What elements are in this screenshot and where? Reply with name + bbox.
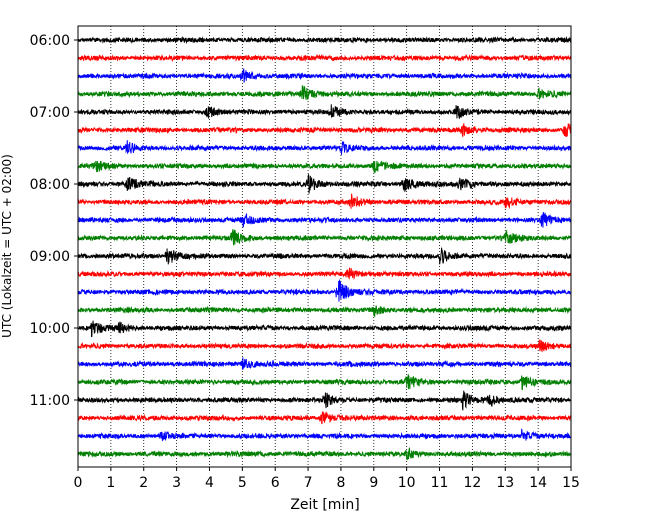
trace-1145 [77,447,572,461]
x-axis-ticks: 0 1 2 3 4 5 6 7 8 9 10 11 12 13 14 15 [74,467,580,491]
trace-0900 [77,247,572,265]
y-tick-label: 11:00 [30,393,70,409]
trace-0715 [77,123,572,138]
x-tick-label: 0 [74,475,83,491]
x-tick-label: 6 [271,475,280,491]
x-tick-label: 3 [172,475,181,491]
trace-1000 [77,320,572,338]
x-tick-label: 13 [496,475,514,491]
trace-0600 [77,35,572,45]
plot-frame [77,25,572,468]
trace-0830 [77,211,572,228]
y-tick-label: 06:00 [30,33,70,49]
x-tick-label: 14 [529,475,547,491]
trace-0915 [77,267,572,280]
trace-0845 [77,229,572,246]
x-axis-label: Zeit [min] [290,497,359,513]
trace-1015 [77,339,572,353]
x-tick-label: 12 [463,475,481,491]
y-tick-label: 09:00 [30,249,70,265]
trace-1130 [77,428,572,442]
trace-1100 [77,390,572,411]
trace-0815 [77,193,572,210]
trace-0645 [77,85,572,100]
trace-1045 [77,374,572,391]
trace-1115 [77,410,572,425]
trace-0800 [77,173,572,194]
trace-0745 [77,160,572,173]
trace-0630 [77,68,572,83]
x-tick-label: 10 [398,475,416,491]
x-tick-label: 7 [304,475,313,491]
trace-0615 [77,53,572,63]
y-axis-ticks: 06:00 07:00 08:00 09:00 10:00 11:00 [30,33,78,409]
y-tick-label: 10:00 [30,321,70,337]
trace-0700 [77,104,572,120]
x-tick-label: 4 [205,475,214,491]
trace-0930 [77,279,572,302]
x-tick-label: 15 [562,475,580,491]
trace-0730 [77,140,572,155]
x-tick-label: 5 [238,475,247,491]
x-tick-label: 2 [139,475,148,491]
x-tick-label: 11 [431,475,449,491]
x-tick-label: 1 [106,475,115,491]
y-axis-label: UTC (Lokalzeit = UTC + 02:00) [0,154,14,338]
y-tick-label: 08:00 [30,177,70,193]
x-tick-label: 9 [369,475,378,491]
seismic-traces [77,35,572,461]
y-tick-label: 07:00 [30,105,70,121]
trace-0945 [77,305,572,317]
trace-1030 [77,357,572,370]
x-tick-label: 8 [336,475,345,491]
